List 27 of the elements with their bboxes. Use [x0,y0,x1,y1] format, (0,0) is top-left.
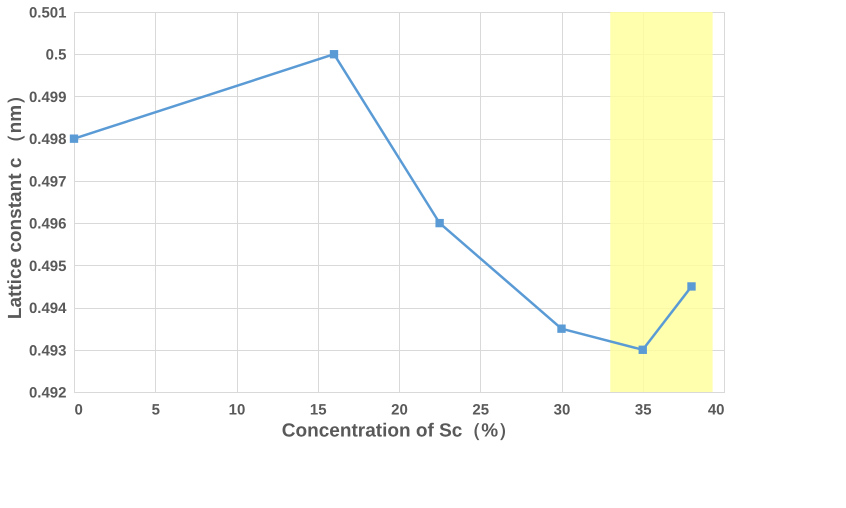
y-tick-label: 0.499 [28,88,66,106]
y-axis-title: Lattice constant c （nm） [4,86,26,320]
x-tick-label: 0 [74,402,83,418]
x-tick-label: 30 [554,402,570,418]
x-tick-label: 25 [472,402,490,418]
y-tick-label: 0.496 [28,216,66,233]
x-axis-title: Concentration of Sc（%） [282,420,518,442]
point [557,324,566,333]
x-tick-label: 5 [152,402,160,418]
y-tick-label: 0.494 [28,300,68,318]
point [70,134,78,143]
point [638,346,647,354]
x-tick-label: 35 [634,402,652,418]
y-tick-label: 0.492 [28,384,66,402]
y-tick-label: 0.497 [28,173,66,190]
x-tick-label: 20 [391,402,408,418]
point [330,50,338,58]
x-tick-label: 15 [310,402,327,418]
y-tick-label: 0.501 [28,4,66,22]
y-tick-label: 0.495 [28,258,66,275]
y-tick-label: 0.493 [28,342,66,360]
point [435,218,444,228]
y-tick-label: 0.498 [28,131,66,148]
y-tick-label: 0.5 [46,46,66,64]
point [687,282,696,291]
x-tick-label: 10 [228,402,246,418]
x-tick-label: 40 [708,402,724,418]
